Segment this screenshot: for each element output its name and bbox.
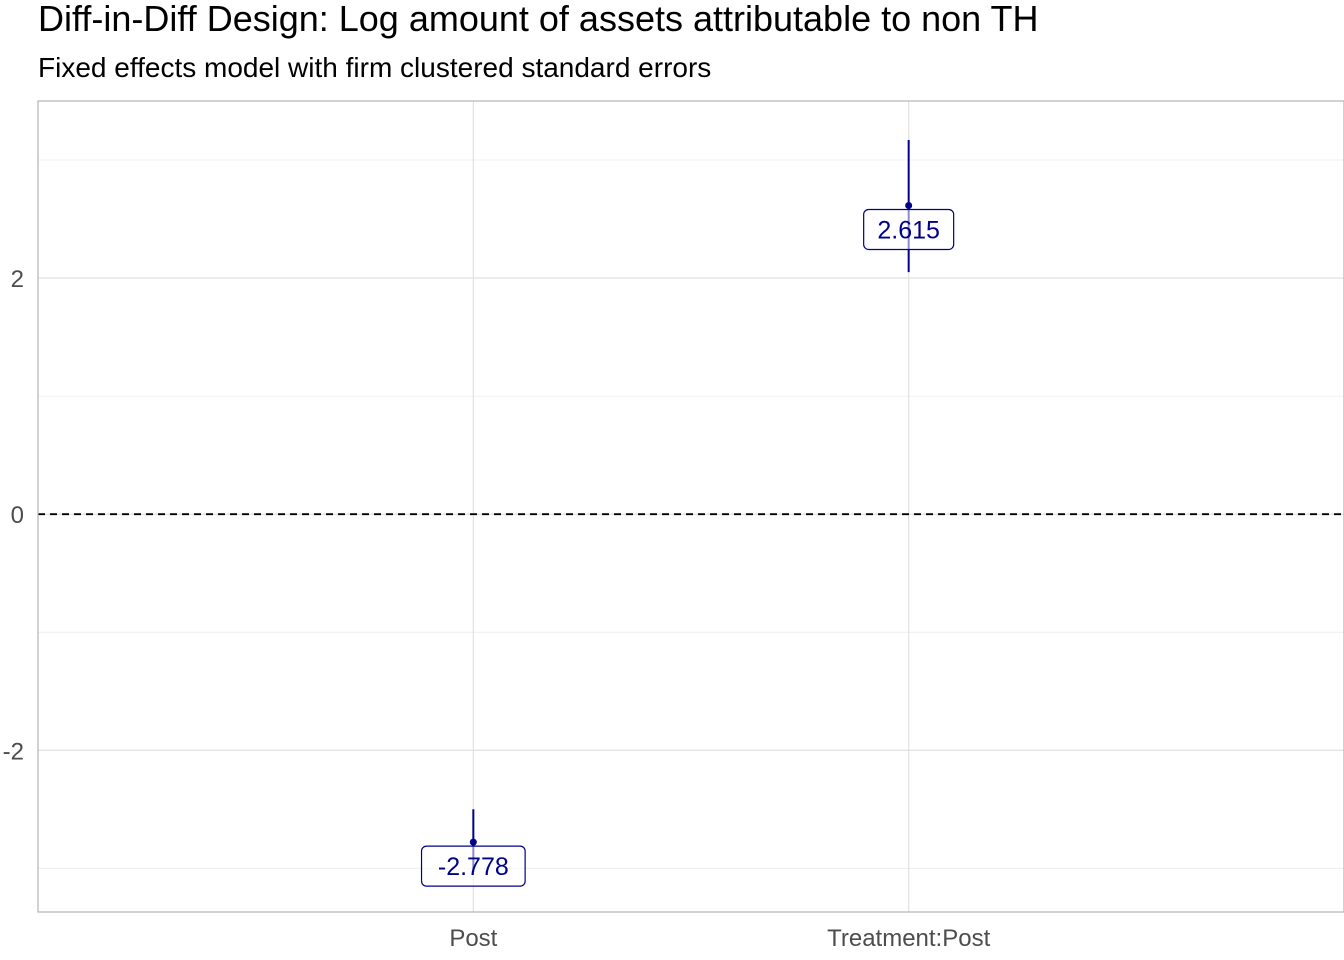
estimate-label-box	[420, 845, 526, 887]
plot-panel-border	[37, 100, 1344, 913]
estimate-label-box	[863, 208, 955, 251]
estimate-marks: -2.778 2.615	[420, 139, 955, 887]
y-tick-label: 2	[11, 266, 24, 293]
estimate-point	[905, 201, 913, 209]
chart-title: Diff-in-Diff Design: Log amount of asset…	[38, 0, 1039, 39]
estimate-label: 2.615	[877, 216, 940, 244]
axes: -2 0 2 Post Treatment:Post	[3, 100, 1344, 952]
y-tick-label: 0	[11, 502, 24, 529]
estimate-label: -2.778	[438, 853, 509, 881]
x-tick-label: Treatment:Post	[827, 925, 991, 952]
y-tick-label: -2	[3, 738, 24, 765]
chart-subtitle: Fixed effects model with firm clustered …	[38, 52, 712, 83]
x-tick-label: Post	[449, 925, 497, 952]
grid-lines	[38, 101, 1344, 912]
estimate-point	[469, 838, 477, 846]
